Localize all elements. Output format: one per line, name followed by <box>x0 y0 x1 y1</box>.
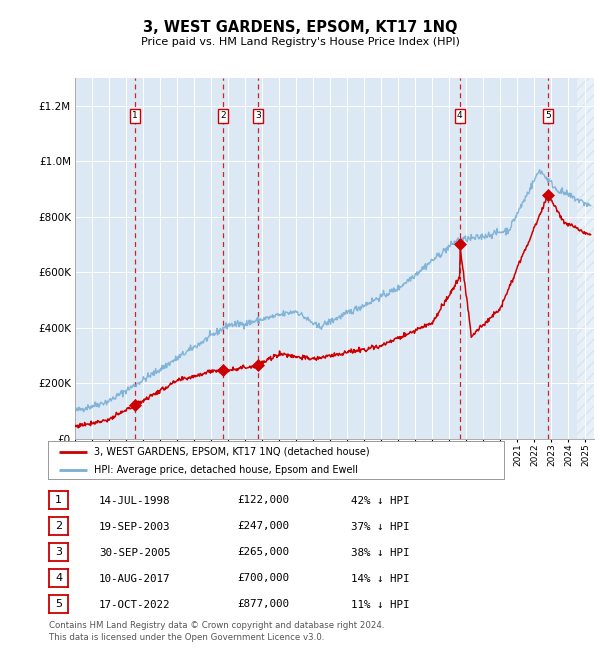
Text: 3: 3 <box>255 111 261 120</box>
Text: £247,000: £247,000 <box>237 521 289 532</box>
Text: 17-OCT-2022: 17-OCT-2022 <box>99 599 170 610</box>
Bar <box>577 78 594 439</box>
Text: 5: 5 <box>55 599 62 609</box>
Text: 4: 4 <box>457 111 463 120</box>
Text: 38% ↓ HPI: 38% ↓ HPI <box>351 547 409 558</box>
Text: £122,000: £122,000 <box>237 495 289 506</box>
Text: HPI: Average price, detached house, Epsom and Ewell: HPI: Average price, detached house, Epso… <box>94 465 358 474</box>
Text: 4: 4 <box>55 573 62 583</box>
Text: 37% ↓ HPI: 37% ↓ HPI <box>351 521 409 532</box>
Text: 10-AUG-2017: 10-AUG-2017 <box>99 573 170 584</box>
Text: £877,000: £877,000 <box>237 599 289 610</box>
Text: 42% ↓ HPI: 42% ↓ HPI <box>351 495 409 506</box>
Text: 1: 1 <box>133 111 138 120</box>
Text: 3, WEST GARDENS, EPSOM, KT17 1NQ: 3, WEST GARDENS, EPSOM, KT17 1NQ <box>143 20 457 35</box>
Text: 5: 5 <box>545 111 551 120</box>
Text: 3, WEST GARDENS, EPSOM, KT17 1NQ (detached house): 3, WEST GARDENS, EPSOM, KT17 1NQ (detach… <box>94 447 369 456</box>
Text: 14-JUL-1998: 14-JUL-1998 <box>99 495 170 506</box>
Text: 11% ↓ HPI: 11% ↓ HPI <box>351 599 409 610</box>
Text: 19-SEP-2003: 19-SEP-2003 <box>99 521 170 532</box>
Text: £700,000: £700,000 <box>237 573 289 584</box>
Text: 2: 2 <box>55 521 62 531</box>
Text: 14% ↓ HPI: 14% ↓ HPI <box>351 573 409 584</box>
Text: 3: 3 <box>55 547 62 557</box>
Text: 1: 1 <box>55 495 62 505</box>
Text: £265,000: £265,000 <box>237 547 289 558</box>
Text: 30-SEP-2005: 30-SEP-2005 <box>99 547 170 558</box>
Text: Price paid vs. HM Land Registry's House Price Index (HPI): Price paid vs. HM Land Registry's House … <box>140 36 460 47</box>
Text: 2: 2 <box>221 111 226 120</box>
Text: Contains HM Land Registry data © Crown copyright and database right 2024.
This d: Contains HM Land Registry data © Crown c… <box>49 621 385 642</box>
